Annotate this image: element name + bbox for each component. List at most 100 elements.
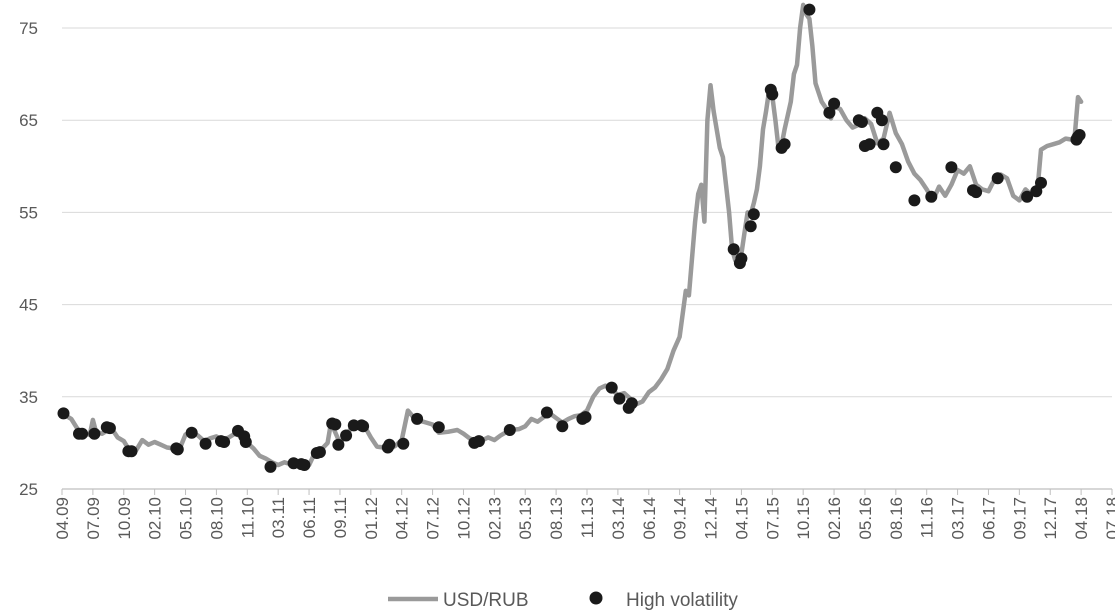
x-tick-label: 06.17 bbox=[979, 497, 998, 540]
legend-label-high-volatility: High volatility bbox=[626, 590, 738, 610]
x-tick-label: 07.18 bbox=[1103, 497, 1115, 540]
high-volatility-point bbox=[991, 172, 1004, 185]
high-volatility-point bbox=[945, 161, 958, 174]
x-tick-label: 02.10 bbox=[146, 497, 165, 540]
high-volatility-point bbox=[803, 3, 816, 16]
high-volatility-point bbox=[103, 422, 116, 435]
x-tick-label: 07.15 bbox=[763, 497, 782, 540]
legend-label-usd-rub: USD/RUB bbox=[443, 590, 529, 610]
high-volatility-point bbox=[298, 459, 311, 471]
high-volatility-point bbox=[778, 138, 791, 151]
x-tick-label: 02.16 bbox=[825, 497, 844, 540]
high-volatility-point bbox=[1021, 190, 1034, 203]
y-tick-label: 25 bbox=[19, 480, 38, 499]
y-tick-label: 75 bbox=[19, 19, 38, 38]
legend-dot-swatch bbox=[589, 591, 603, 605]
gridlines bbox=[62, 27, 1112, 398]
x-tick-label: 05.10 bbox=[177, 497, 196, 540]
high-volatility-point bbox=[970, 186, 983, 199]
high-volatility-point bbox=[171, 443, 184, 456]
high-volatility-point bbox=[125, 445, 138, 458]
y-axis-tick-labels: 25 35 45 55 65 75 bbox=[19, 19, 38, 499]
y-tick-label: 65 bbox=[19, 111, 38, 130]
y-tick-label: 55 bbox=[19, 203, 38, 222]
high-volatility-point bbox=[76, 427, 89, 440]
x-tick-label: 09.11 bbox=[331, 497, 350, 538]
x-tick-label: 07.09 bbox=[84, 497, 103, 540]
x-tick-label: 01.12 bbox=[362, 497, 381, 540]
x-tick-label: 06.14 bbox=[640, 497, 659, 540]
high-volatility-point bbox=[540, 406, 553, 419]
high-volatility-point bbox=[1035, 176, 1047, 189]
x-tick-label: 03.17 bbox=[949, 497, 968, 540]
x-tick-label: 05.13 bbox=[516, 497, 535, 540]
high-volatility-point bbox=[503, 424, 516, 436]
x-tick-label: 12.17 bbox=[1041, 497, 1060, 540]
high-volatility-point bbox=[605, 381, 618, 394]
high-volatility-point bbox=[735, 252, 748, 265]
high-volatility-point bbox=[329, 418, 342, 431]
x-tick-label: 07.12 bbox=[424, 497, 443, 540]
high-volatility-point bbox=[332, 438, 345, 451]
high-volatility-point bbox=[556, 420, 569, 433]
x-tick-label: 11.10 bbox=[238, 497, 257, 538]
high-volatility-point bbox=[863, 138, 876, 151]
high-volatility-point bbox=[313, 446, 326, 459]
x-tick-label: 05.16 bbox=[856, 497, 875, 540]
high-volatility-point bbox=[340, 429, 353, 442]
x-tick-label: 10.09 bbox=[115, 497, 134, 540]
high-volatility-point bbox=[357, 420, 370, 433]
x-axis-tick-labels: 04.09 07.09 10.09 02.10 05.10 08.10 11.10 03.11… bbox=[53, 497, 1115, 540]
x-tick-label: 03.14 bbox=[609, 497, 628, 540]
high-volatility-point bbox=[925, 190, 938, 203]
high-volatility-point bbox=[88, 427, 101, 440]
high-volatility-point bbox=[877, 138, 890, 151]
high-volatility-point bbox=[411, 412, 424, 425]
high-volatility-point bbox=[889, 161, 902, 174]
high-volatility-point bbox=[613, 392, 626, 405]
x-tick-label: 11.16 bbox=[918, 497, 937, 538]
high-volatility-point bbox=[744, 220, 757, 233]
high-volatility-point bbox=[218, 436, 231, 448]
series-line-usd-rub bbox=[59, 2, 1084, 468]
high-volatility-point bbox=[432, 421, 445, 434]
high-volatility-point bbox=[855, 116, 868, 128]
x-tick-label: 03.11 bbox=[269, 497, 288, 538]
high-volatility-point bbox=[747, 208, 760, 221]
x-tick-label: 04.12 bbox=[393, 497, 412, 540]
x-tick-label: 06.11 bbox=[300, 497, 319, 538]
x-tick-label: 09.17 bbox=[1010, 497, 1029, 540]
high-volatility-point bbox=[579, 411, 592, 424]
high-volatility-point bbox=[472, 435, 485, 448]
high-volatility-point bbox=[875, 114, 888, 127]
series-high-volatility-points bbox=[57, 3, 1086, 473]
x-tick-label: 11.13 bbox=[578, 497, 597, 538]
x-tick-label: 09.14 bbox=[671, 497, 690, 540]
high-volatility-point bbox=[264, 460, 277, 473]
high-volatility-point bbox=[57, 407, 70, 420]
y-tick-label: 45 bbox=[19, 296, 38, 315]
high-volatility-point bbox=[625, 397, 638, 410]
high-volatility-point bbox=[239, 436, 252, 448]
x-tick-label: 02.13 bbox=[485, 497, 504, 540]
x-tick-label: 04.15 bbox=[732, 497, 751, 540]
x-tick-label: 08.10 bbox=[207, 497, 226, 540]
high-volatility-point bbox=[727, 243, 740, 256]
high-volatility-point bbox=[397, 437, 410, 450]
high-volatility-point bbox=[199, 437, 212, 450]
high-volatility-point bbox=[908, 194, 921, 207]
x-tick-label: 10.12 bbox=[454, 497, 473, 540]
x-tick-label: 04.09 bbox=[53, 497, 72, 540]
high-volatility-point bbox=[828, 97, 841, 110]
legend: USD/RUB High volatility bbox=[388, 590, 738, 610]
high-volatility-point bbox=[185, 426, 198, 439]
high-volatility-point bbox=[383, 438, 396, 451]
high-volatility-point bbox=[1073, 129, 1086, 141]
high-volatility-point bbox=[766, 88, 779, 101]
high-volatility-point bbox=[823, 106, 836, 119]
x-tick-label: 12.14 bbox=[702, 497, 721, 540]
x-tick-label: 04.18 bbox=[1072, 497, 1091, 540]
x-axis-tick-marks bbox=[61, 489, 1113, 495]
x-tick-label: 08.16 bbox=[887, 497, 906, 540]
